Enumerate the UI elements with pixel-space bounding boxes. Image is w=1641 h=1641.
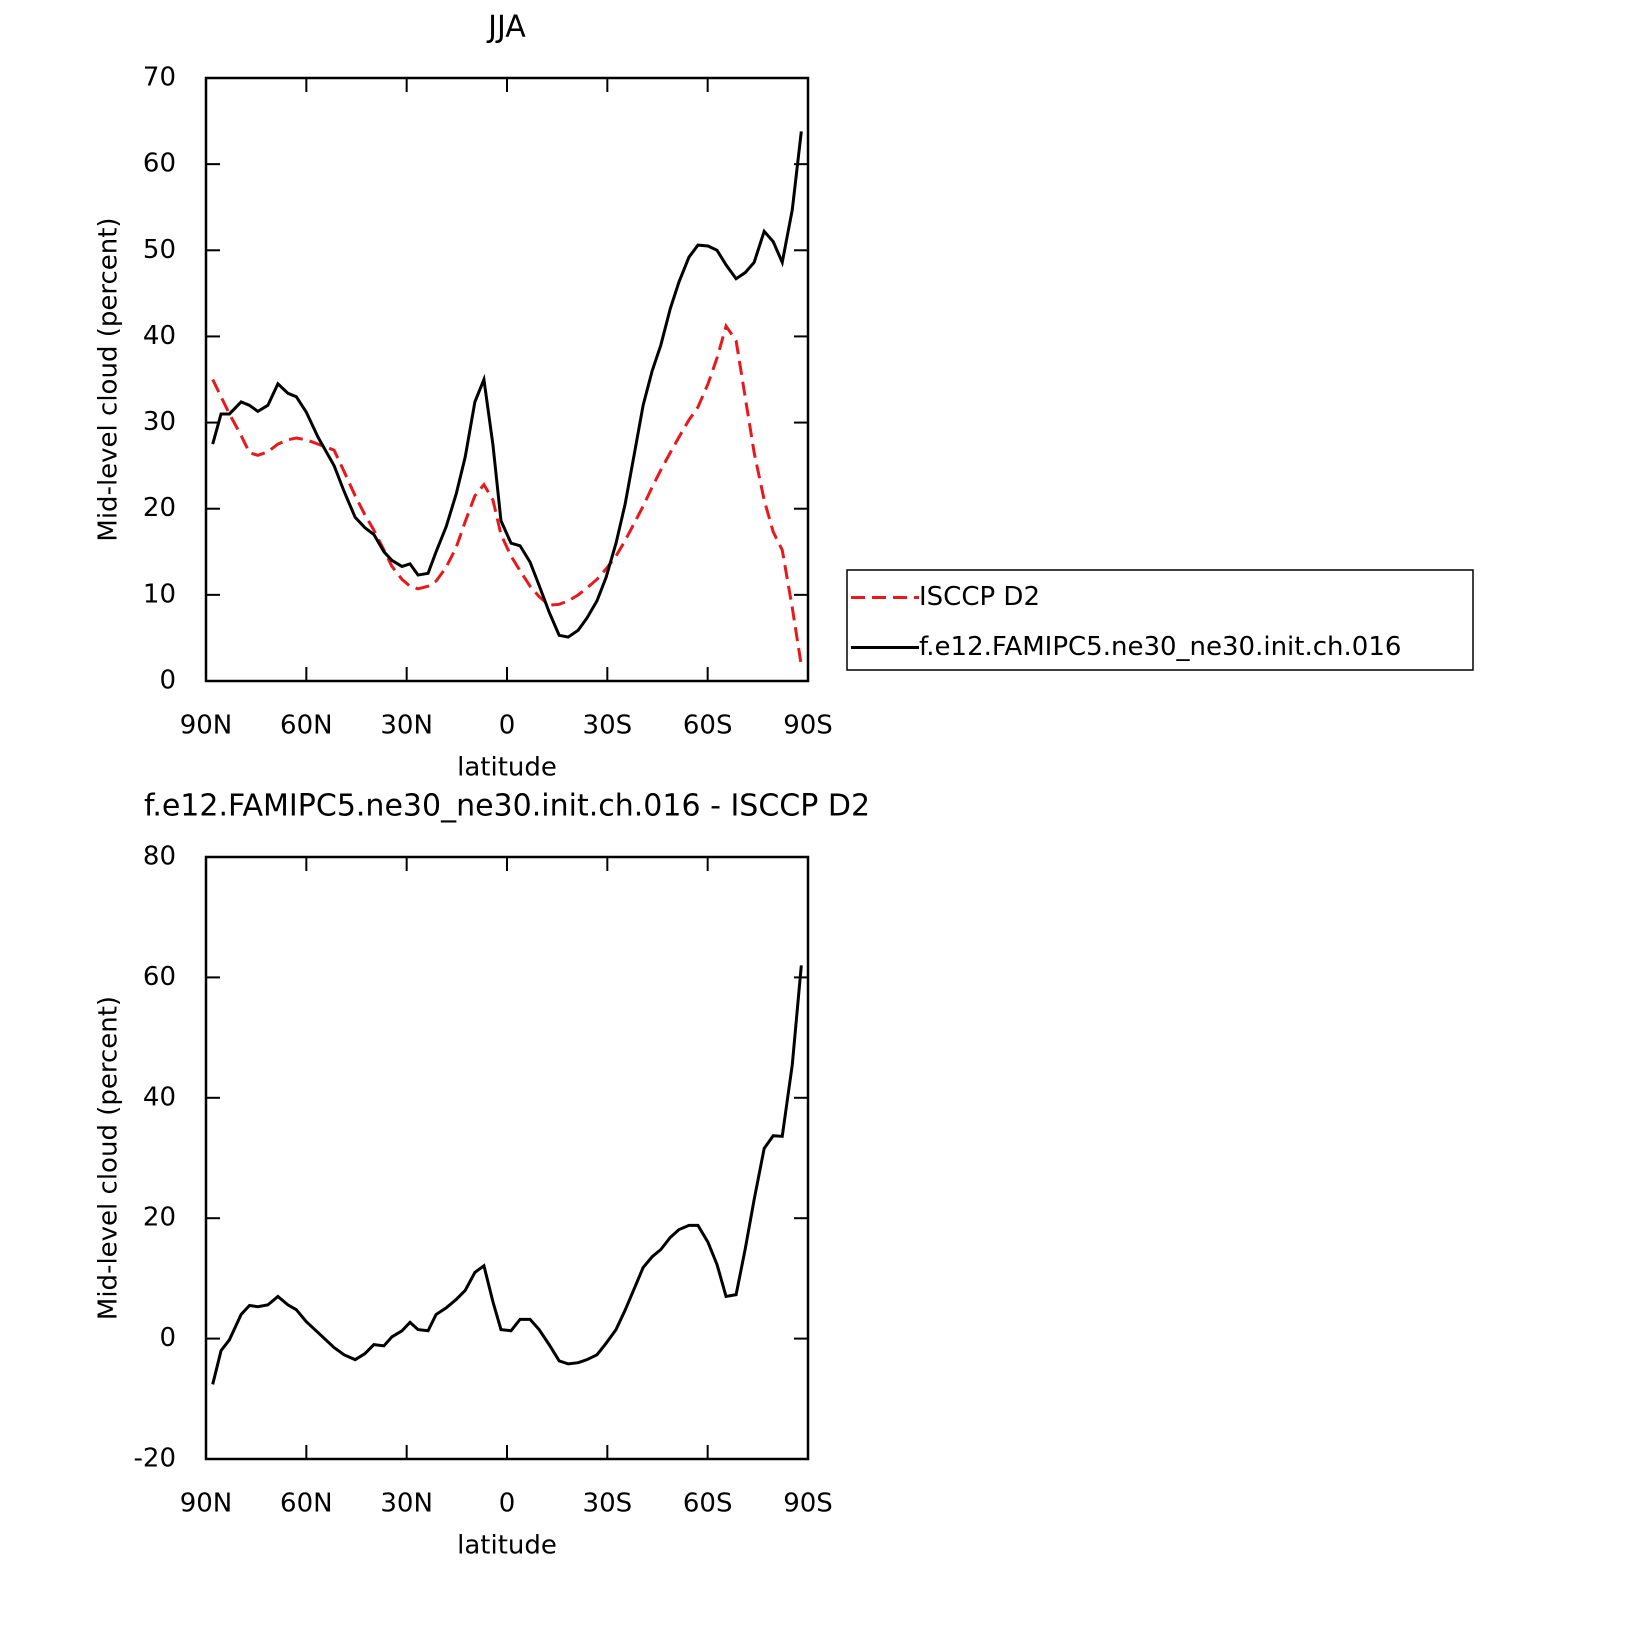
chart-title: JJA	[486, 10, 526, 45]
x-tick-label: 90N	[180, 1489, 233, 1519]
data-line	[211, 131, 803, 639]
y-axis-label: Mid-level cloud (percent)	[94, 996, 124, 1320]
legend-label: ISCCP D2	[919, 582, 1040, 612]
y-axis-label: Mid-level cloud (percent)	[94, 217, 124, 541]
y-tick-label: 70	[143, 63, 176, 93]
y-tick-label: 20	[143, 1203, 176, 1233]
data-line	[211, 322, 803, 666]
x-tick-label: 0	[499, 1489, 516, 1519]
x-tick-label: 90S	[783, 1489, 833, 1519]
y-tick-label: 40	[143, 321, 176, 351]
x-tick-label: 30N	[380, 711, 433, 741]
y-tick-label: 0	[159, 666, 176, 696]
x-tick-label: 60N	[280, 1489, 333, 1519]
y-tick-label: 60	[143, 149, 176, 179]
plot-frame	[204, 855, 810, 1461]
x-tick-label: 60N	[280, 711, 333, 741]
x-axis-label: latitude	[457, 1531, 557, 1561]
y-tick-label: 30	[143, 407, 176, 437]
chart-title: f.e12.FAMIPC5.ne30_ne30.init.ch.016 - IS…	[144, 789, 870, 824]
x-tick-label: 0	[499, 711, 516, 741]
y-tick-label: 10	[143, 579, 176, 609]
x-tick-label: 30S	[583, 1489, 633, 1519]
y-tick-label: 80	[143, 842, 176, 872]
x-tick-label: 60S	[683, 711, 733, 741]
data-line	[211, 965, 803, 1385]
x-tick-label: 60S	[683, 1489, 733, 1519]
x-tick-label: 30S	[583, 711, 633, 741]
plot-frame	[204, 76, 810, 683]
x-tick-label: 90S	[783, 711, 833, 741]
x-tick-label: 90N	[180, 711, 233, 741]
y-tick-label: 0	[159, 1323, 176, 1353]
x-axis-label: latitude	[457, 753, 557, 783]
y-tick-label: 40	[143, 1082, 176, 1112]
legend-label: f.e12.FAMIPC5.ne30_ne30.init.ch.016	[919, 632, 1401, 662]
y-tick-label: 50	[143, 235, 176, 265]
x-tick-label: 30N	[380, 1489, 433, 1519]
legend-box	[846, 569, 1474, 671]
y-tick-label: -20	[134, 1444, 176, 1474]
y-tick-label: 20	[143, 493, 176, 523]
y-tick-label: 60	[143, 962, 176, 992]
